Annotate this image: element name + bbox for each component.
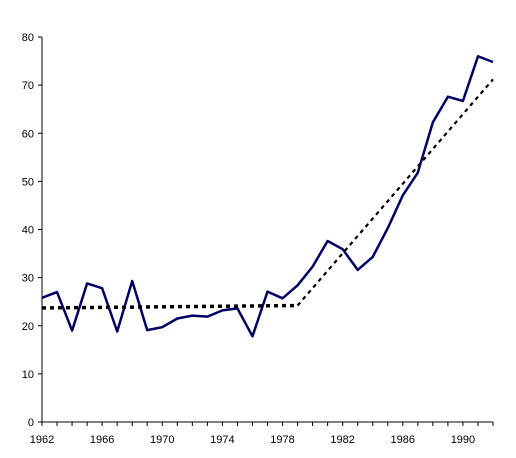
axes (38, 36, 494, 426)
y-tick-label: 30 (22, 273, 34, 285)
y-tick-label: 20 (22, 321, 34, 333)
y-tick-label: 40 (22, 225, 34, 237)
x-tick-label: 1990 (451, 434, 475, 446)
data-series-line (41, 55, 494, 338)
y-tick-label: 70 (22, 80, 34, 92)
y-tick-label: 80 (22, 32, 34, 44)
x-tick-label: 1966 (90, 434, 114, 446)
x-tick-label: 1982 (330, 434, 354, 446)
trend-line-rising (296, 78, 494, 307)
trend-line-flat (41, 303, 298, 310)
y-tick-label: 50 (22, 176, 34, 188)
y-tick-label: 10 (22, 369, 34, 381)
tick-labels: 0 10 20 30 40 50 60 70 80 1962 1966 1970 1974 1978 198… (22, 32, 475, 446)
x-tick-label: 1962 (30, 434, 54, 446)
x-tick-label: 1970 (150, 434, 174, 446)
y-tick-label: 0 (28, 417, 34, 429)
x-tick-label: 1974 (210, 434, 234, 446)
x-tick-label: 1978 (270, 434, 294, 446)
series-layer (41, 55, 494, 338)
x-tick-label: 1986 (391, 434, 415, 446)
y-tick-label: 60 (22, 128, 34, 140)
